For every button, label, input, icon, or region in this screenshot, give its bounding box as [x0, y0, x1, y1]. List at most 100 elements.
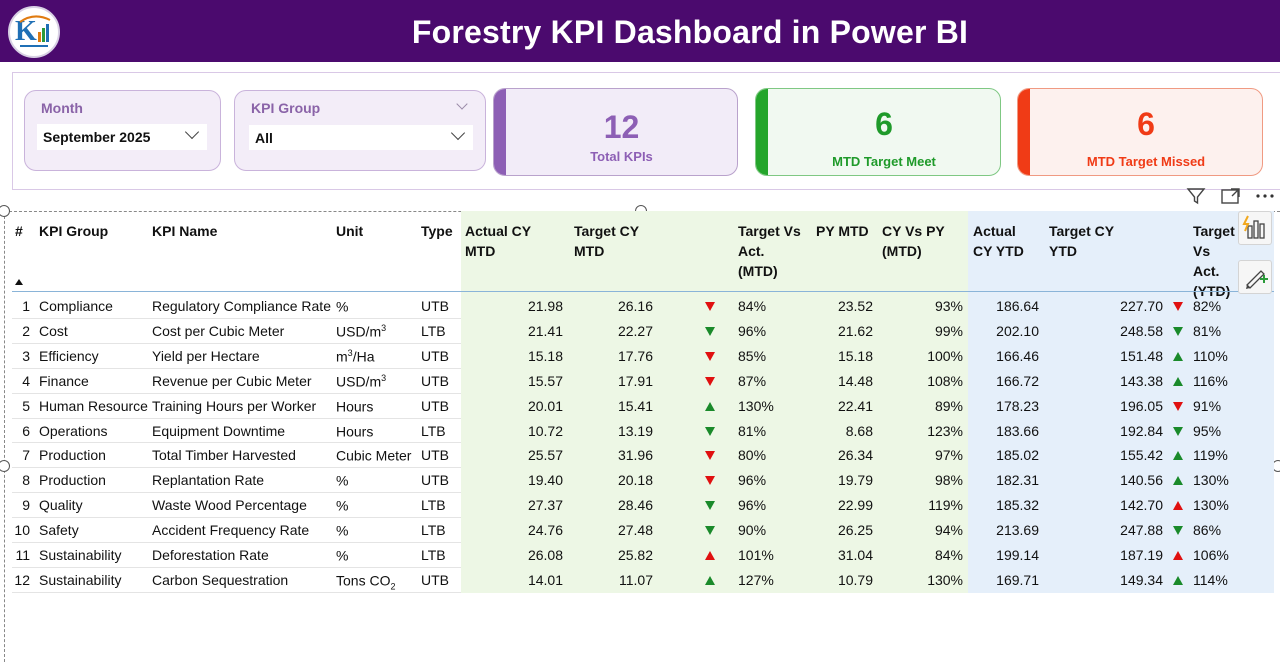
- target-vs-act-mtd-cell: 81%: [738, 422, 767, 439]
- py-mtd-cell: 15.18: [837, 347, 873, 364]
- column-header-target-vs-act-mtd[interactable]: Target Vs Act. (MTD): [738, 221, 801, 281]
- target-cy-ytd-cell: 140.56: [1120, 472, 1163, 489]
- target-vs-act-mtd-cell: 101%: [738, 547, 774, 563]
- header-line: (MTD): [882, 243, 922, 259]
- row-number: 8: [22, 472, 30, 489]
- triangle-down-icon: [1173, 401, 1183, 411]
- table-row[interactable]: 10 Safety Accident Frequency Rate% LTB 24.76…: [0, 517, 1274, 542]
- mtd-target-meet-card[interactable]: 6 MTD Target Meet: [755, 88, 1001, 176]
- column-header-actual-cy-mtd[interactable]: Actual CY MTD: [465, 221, 531, 261]
- header-line: MTD: [465, 243, 496, 259]
- row-divider: [12, 566, 461, 568]
- cy-vs-py-mtd-cell: 84%: [934, 547, 963, 563]
- total-kpis-card[interactable]: 12 Total KPIs: [493, 88, 738, 176]
- kpi-name-cell: Replantation Rate: [152, 472, 265, 489]
- target-vs-act-ytd-cell: 114%: [1193, 571, 1228, 588]
- card-accent-stripe: [756, 89, 768, 175]
- py-mtd-cell: 22.41: [837, 397, 873, 414]
- unit-text: %: [336, 472, 349, 489]
- unit-text: Tons CO: [336, 572, 391, 589]
- target-vs-act-mtd-cell: 96%: [738, 322, 767, 339]
- triangle-down-icon: [705, 526, 715, 536]
- unit-cell: Tons CO2: [336, 572, 395, 592]
- row-divider: [12, 367, 461, 369]
- target-vs-act-ytd-cell: 130%: [1193, 497, 1229, 514]
- cy-vs-py-mtd-cell: 123%: [927, 422, 963, 439]
- triangle-down-icon: [705, 376, 715, 386]
- type-cell: UTB: [421, 571, 449, 588]
- actual-cy-ytd-cell: 169.71: [996, 571, 1039, 588]
- table-row[interactable]: 12 Sustainability Carbon Sequestration Tons…: [0, 567, 1274, 592]
- table-row[interactable]: 2 Cost Cost per Cubic Meter USD/m3 LTB 21.41 2…: [0, 318, 1274, 343]
- focus-mode-icon[interactable]: [1220, 186, 1242, 208]
- target-vs-act-mtd-cell: 87%: [738, 372, 767, 389]
- unit-cell: Hours: [336, 423, 373, 442]
- table-row[interactable]: 7 Production Total Timber Harvested Cubic M…: [0, 442, 1274, 467]
- resize-handle[interactable]: [0, 205, 10, 217]
- target-vs-act-mtd-cell: 130%: [738, 397, 774, 414]
- type-cell: LTB: [421, 547, 446, 563]
- column-header-cy-vs-py-mtd[interactable]: CY Vs PY (MTD): [882, 221, 945, 261]
- column-header-kpi-group[interactable]: KPI Group: [39, 223, 109, 239]
- py-mtd-cell: 26.25: [837, 522, 873, 539]
- py-mtd-cell: 19.79: [837, 472, 873, 489]
- kpi-group-dropdown[interactable]: All: [249, 125, 473, 150]
- header-line: Target CY: [1049, 223, 1115, 239]
- column-header-unit[interactable]: Unit: [336, 223, 364, 239]
- kpi-group-cell: Cost: [39, 322, 68, 339]
- triangle-down-icon: [1173, 526, 1183, 536]
- triangle-down-icon: [705, 426, 715, 436]
- unit-cell: USD/m3: [336, 323, 386, 342]
- table-row[interactable]: 5 Human Resource Training Hours per Worker…: [0, 393, 1274, 418]
- card-accent-stripe: [1018, 89, 1030, 175]
- sort-ascending-icon[interactable]: [15, 279, 23, 285]
- unit-text: %: [336, 547, 349, 564]
- selection-border: [4, 206, 5, 662]
- py-mtd-cell: 21.62: [837, 322, 873, 339]
- kpi-group-cell: Finance: [39, 372, 89, 389]
- header-line: Target CY: [574, 223, 640, 239]
- column-header-type[interactable]: Type: [421, 223, 453, 239]
- cy-vs-py-mtd-cell: 89%: [934, 397, 963, 414]
- month-dropdown[interactable]: September 2025: [37, 124, 207, 150]
- type-cell: UTB: [421, 472, 449, 489]
- visualization-icon[interactable]: [1238, 211, 1272, 245]
- unit-text: %: [336, 522, 349, 539]
- actual-cy-ytd-cell: 186.64: [996, 298, 1039, 314]
- column-header-actual-cy-ytd[interactable]: Actual CY YTD: [973, 221, 1024, 261]
- table-row[interactable]: 6 Operations Equipment Downtime Hours LTB 10.…: [0, 418, 1274, 443]
- chevron-down-icon[interactable]: [456, 98, 468, 110]
- month-value: September 2025: [43, 129, 151, 145]
- type-cell: UTB: [421, 298, 449, 314]
- py-mtd-cell: 22.99: [837, 497, 873, 514]
- unit-text: USD/m: [336, 373, 382, 390]
- table-row[interactable]: 1 Compliance Regulatory Compliance Rate% UT…: [0, 293, 1274, 318]
- unit-superscript: 3: [381, 372, 387, 383]
- column-header-target-cy-mtd[interactable]: Target CY MTD: [574, 221, 639, 261]
- target-cy-mtd-cell: 11.07: [619, 571, 653, 588]
- month-slicer: Month September 2025: [24, 90, 221, 171]
- column-header-num[interactable]: #: [15, 223, 23, 239]
- kpi-group-cell: Safety: [39, 522, 79, 539]
- target-cy-mtd-cell: 22.27: [617, 322, 653, 339]
- unit-superscript: 3: [381, 322, 387, 333]
- column-header-target-cy-ytd[interactable]: Target CY YTD: [1049, 221, 1114, 261]
- header-line: CY YTD: [973, 243, 1024, 259]
- more-options-icon[interactable]: [1254, 186, 1276, 208]
- table-row[interactable]: 8 Production Replantation Rate% UTB 19.40 20.…: [0, 467, 1274, 492]
- target-cy-ytd-cell: 155.42: [1120, 447, 1163, 464]
- table-row[interactable]: 3 Efficiency Yield per Hectare m3/Ha UTB 15.1…: [0, 343, 1274, 368]
- table-row[interactable]: 4 Finance Revenue per Cubic Meter USD/m3 UTB…: [0, 368, 1274, 393]
- triangle-down-icon: [705, 451, 715, 461]
- column-header-kpi-name[interactable]: KPI Name: [152, 223, 218, 239]
- mtd-target-missed-card[interactable]: 6 MTD Target Missed: [1017, 88, 1263, 176]
- kpi-name-cell: Regulatory Compliance Rate: [152, 298, 331, 314]
- target-cy-ytd-cell: 149.34: [1120, 571, 1163, 588]
- resize-handle[interactable]: [0, 460, 10, 472]
- table-row[interactable]: 9 Quality Waste Wood Percentage% LTB 27.37 28…: [0, 492, 1274, 517]
- column-header-py-mtd[interactable]: PY MTD: [816, 223, 869, 239]
- column-header-target-vs-act-ytd[interactable]: Target Vs Act. (YTD): [1193, 221, 1238, 301]
- format-brush-icon[interactable]: [1238, 260, 1272, 294]
- filter-icon[interactable]: [1186, 186, 1206, 208]
- table-row[interactable]: 11 Sustainability Deforestation Rate% LTB 26…: [0, 542, 1274, 567]
